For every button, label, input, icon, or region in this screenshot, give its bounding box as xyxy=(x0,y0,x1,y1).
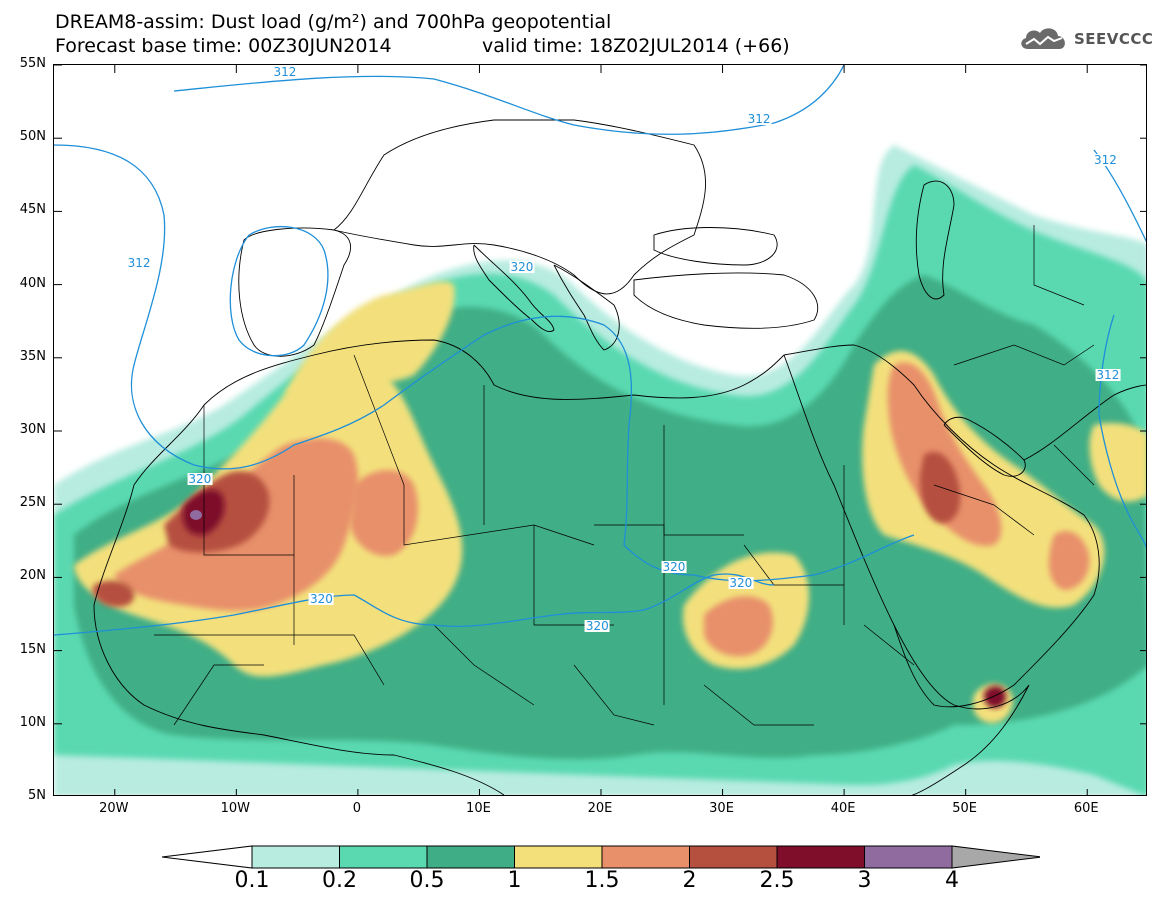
colorbar-box xyxy=(339,845,428,869)
colorbar xyxy=(161,845,1040,869)
lon-tick-label: 10E xyxy=(466,801,491,816)
colorbar-tick-label: 0.2 xyxy=(322,868,357,893)
lon-tick-label: 60E xyxy=(1073,801,1099,816)
map-canvas xyxy=(54,65,1146,795)
dust-level-1-5-region xyxy=(350,470,418,556)
cloud-icon xyxy=(1021,28,1065,49)
colorbar-over-triangle xyxy=(951,845,1040,869)
colorbar-tick-label: 1 xyxy=(507,868,522,893)
geopotential-contours xyxy=(54,65,1146,636)
colorbar-box xyxy=(426,845,515,869)
dust-level-2-region xyxy=(919,451,961,524)
lat-tick-label: 25N xyxy=(19,495,46,511)
colorbar-tick-label: 2.5 xyxy=(759,868,795,893)
logo-text: SEEVCCC xyxy=(1074,30,1154,48)
dust-level-2-region xyxy=(92,580,135,607)
colorbar-box xyxy=(601,845,690,869)
lon-tick-label: 50E xyxy=(952,801,978,816)
lon-tick-label: 40E xyxy=(830,801,856,816)
lat-tick-label: 35N xyxy=(19,348,46,364)
lat-tick-label: 10N xyxy=(19,714,46,730)
map-title: DREAM8-assim: Dust load (g/m²) and 700hP… xyxy=(55,11,612,33)
lon-tick-label: 20W xyxy=(99,801,129,816)
lat-tick-label: 30N xyxy=(19,422,46,437)
seevccc-logo: SEEVCCC xyxy=(1018,25,1153,53)
dust-load-map: 312 312 312 312 312 320 320 320 320 320 320 xyxy=(53,64,1147,796)
dust-level-1-5-region xyxy=(1048,531,1090,590)
lat-tick-label: 40N xyxy=(19,275,46,291)
dust-level-1-5-region xyxy=(887,362,1002,546)
lat-tick-label: 15N xyxy=(19,641,46,657)
dust-level-2-5-region xyxy=(182,489,225,536)
colorbar-box xyxy=(689,845,778,869)
lat-tick-label: 55N xyxy=(19,56,46,71)
lon-tick-label: 20E xyxy=(587,801,613,816)
colorbar-tick-label: 4 xyxy=(945,868,959,893)
lon-tick-label: 10W xyxy=(220,801,251,816)
lat-tick-label: 20N xyxy=(19,568,46,584)
forecast-base-time: Forecast base time: 00Z30JUN2014 xyxy=(55,35,392,57)
colorbar-tick-label: 0.5 xyxy=(409,868,445,893)
colorbar-box xyxy=(776,845,865,869)
colorbar-tick-label: 3 xyxy=(857,868,872,893)
dust-level-3-region xyxy=(190,510,202,520)
colorbar-box xyxy=(864,845,953,869)
dust-level-2-5-region xyxy=(983,685,1007,708)
valid-time: valid time: 18Z02JUL2014 (+66) xyxy=(482,35,790,57)
dust-level-1-region xyxy=(1089,423,1146,502)
colorbar-box xyxy=(251,845,340,869)
dust-level-1-region xyxy=(284,281,455,395)
dust-level-1-5-region xyxy=(704,596,773,657)
lat-tick-label: 50N xyxy=(19,129,46,145)
lat-tick-label: 45N xyxy=(19,202,46,218)
lon-tick-label: 30E xyxy=(709,801,734,816)
colorbar-tick-label: 2 xyxy=(682,868,697,893)
country-borders xyxy=(154,225,1095,726)
colorbar-tick-label: 1.5 xyxy=(584,868,620,893)
colorbar-tick-label: 0.1 xyxy=(234,868,270,893)
colorbar-box xyxy=(514,845,603,869)
lon-tick-label: 0 xyxy=(352,801,362,816)
colorbar-under-triangle xyxy=(161,845,253,869)
lat-tick-label: 5N xyxy=(28,788,46,803)
